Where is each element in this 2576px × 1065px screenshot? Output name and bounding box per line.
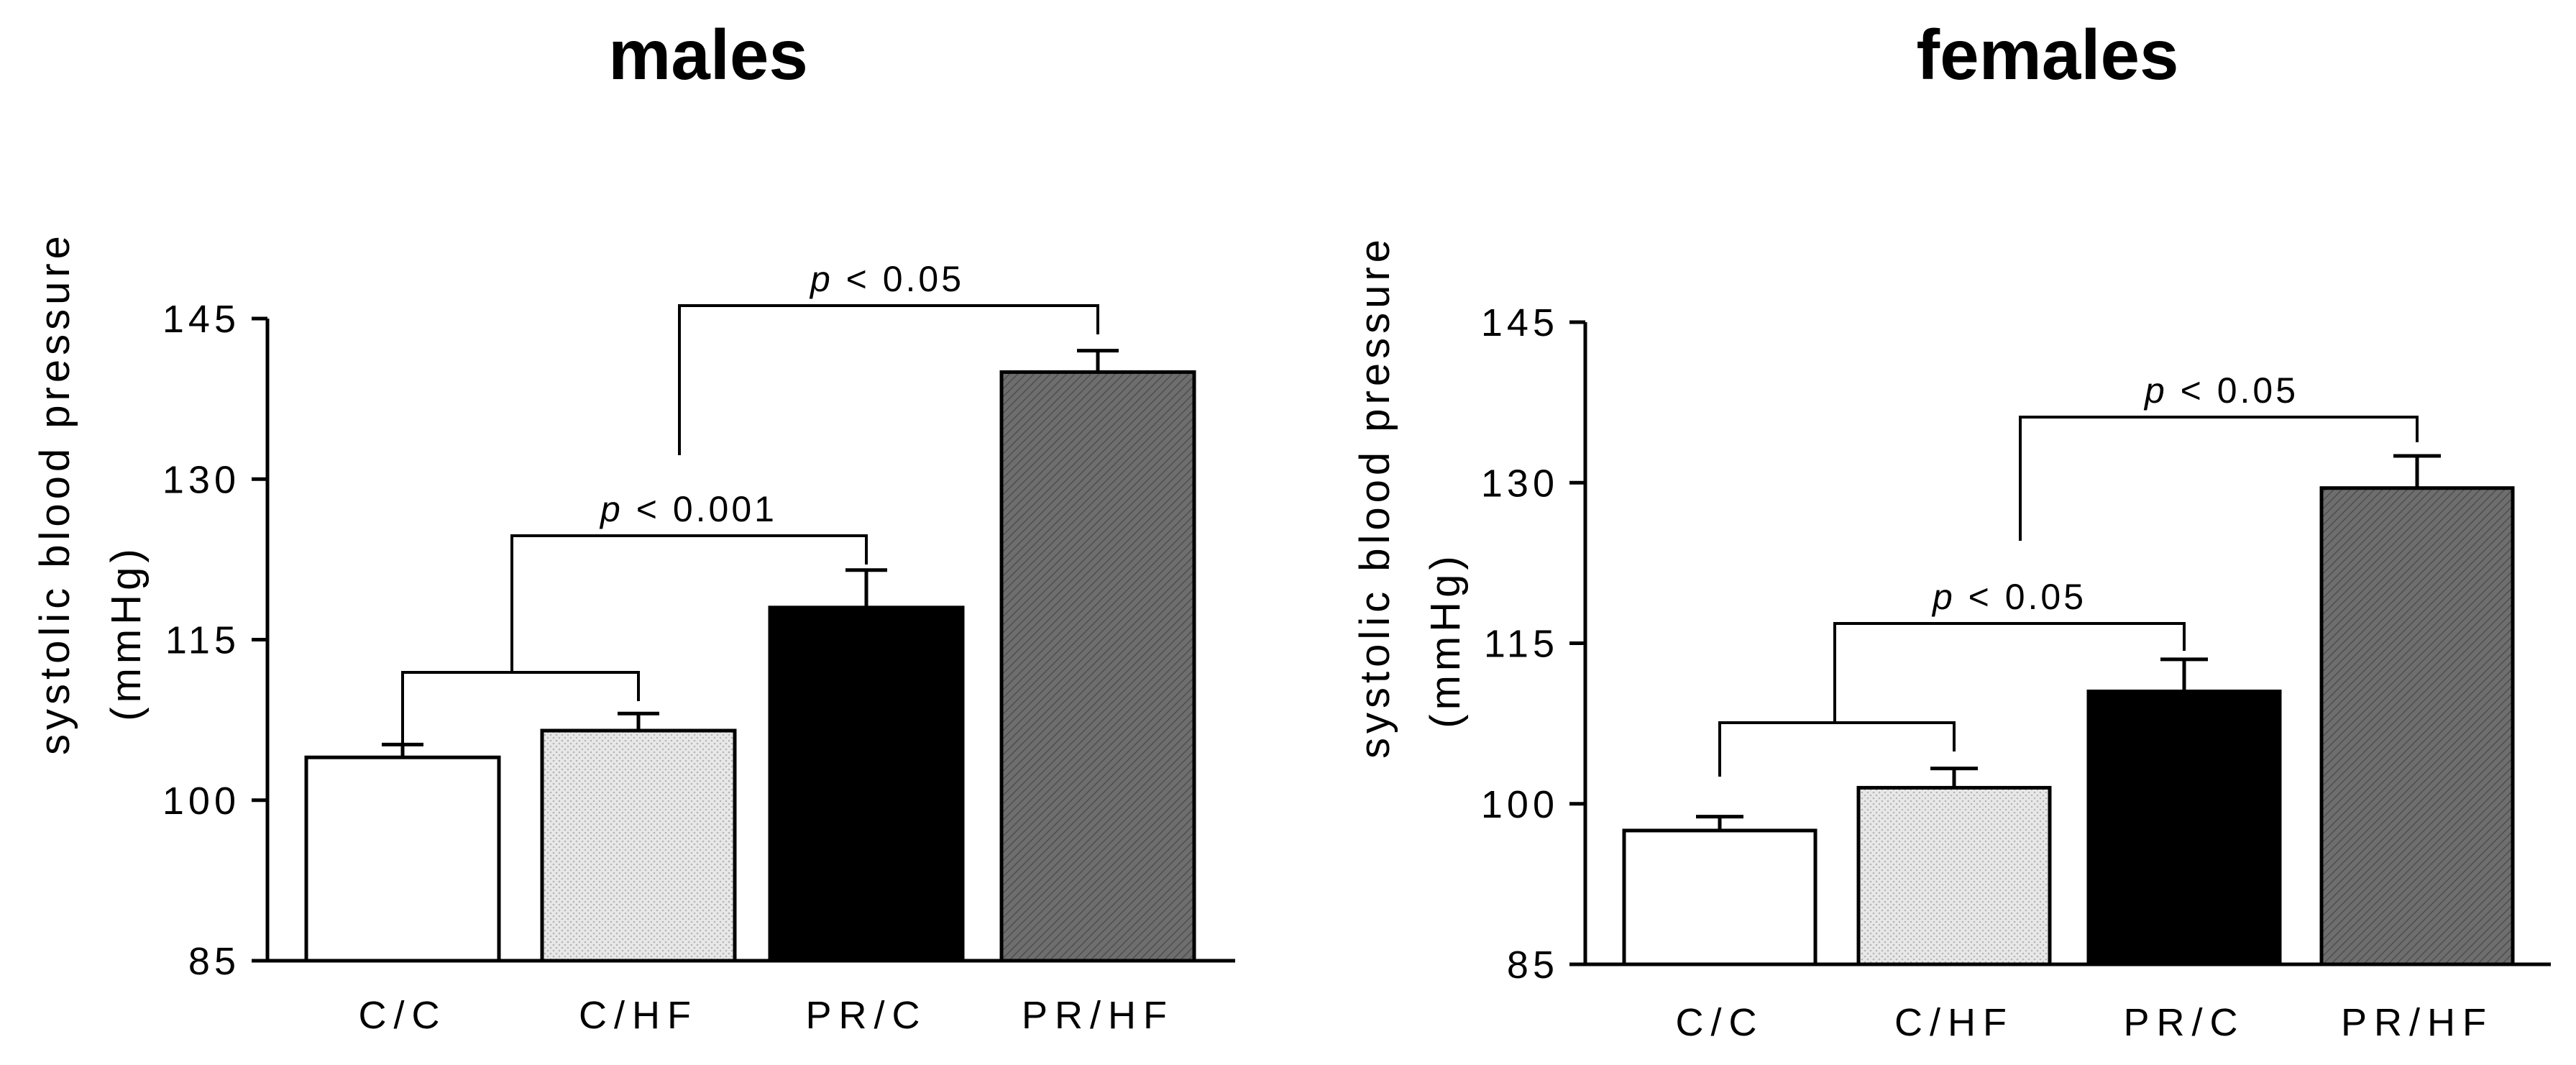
y-ticks-females: 85 100 115 130 145 <box>1481 301 1585 987</box>
bracket-group-C-vs-HF <box>401 671 640 759</box>
bar-C-HF <box>1856 785 2052 966</box>
bar-PR-C <box>2086 689 2282 966</box>
bracket-p005-males <box>678 304 1099 455</box>
panel-title-females: females <box>1916 15 2178 94</box>
y-tick-label-115: 115 <box>1484 623 1559 666</box>
x-tick-label-PR-HF: PR/HF <box>1022 994 1174 1037</box>
bracket-p005-b-females <box>2019 416 2419 541</box>
error-bar-C-HF <box>1930 767 1978 788</box>
x-tick-label-C-C: C/C <box>359 994 447 1037</box>
bar-PR-HF <box>2319 486 2515 966</box>
panel-females: females systolic blood pressure (mmHg) 8… <box>1352 15 2551 1044</box>
y-tick-label-100: 100 <box>1481 783 1559 826</box>
error-bar-PR-HF <box>1077 349 1119 372</box>
y-tick-label-130: 130 <box>162 458 240 501</box>
sig-label-p005-a-females: p < 0.05 <box>1931 577 2086 617</box>
bars-females <box>1622 486 2515 966</box>
y-axis-unit-females: (mmHg) <box>1422 552 1469 728</box>
y-ticks-males: 85 100 115 130 145 <box>162 298 267 983</box>
x-tick-label-PR-HF: PR/HF <box>2341 1001 2493 1044</box>
bar-PR-C <box>768 605 965 963</box>
error-bars-males <box>382 349 1119 758</box>
bracket-p001 <box>510 534 868 672</box>
error-bar-C-HF <box>618 711 659 731</box>
y-tick-label-145: 145 <box>162 298 240 341</box>
y-axis-title-females: systolic blood pressure <box>1352 235 1398 759</box>
sig-label-p005-males: p < 0.05 <box>809 259 964 299</box>
panel-title-males: males <box>608 15 808 94</box>
bracket-p005-a-females <box>1833 622 2186 723</box>
x-tick-label-PR-C: PR/C <box>805 994 927 1037</box>
bar-C-C <box>1622 828 1818 966</box>
y-tick-label-85: 85 <box>1507 943 1559 987</box>
y-axis-label-females: systolic blood pressure <box>1352 235 1398 759</box>
bar-C-HF <box>540 728 737 963</box>
y-tick-label-85: 85 <box>188 940 240 983</box>
error-bar-PR-C <box>845 568 887 608</box>
bars-males <box>304 370 1196 963</box>
x-tick-labels-females: C/C C/HF PR/C PR/HF <box>1676 1001 2493 1044</box>
y-tick-label-145: 145 <box>1481 301 1559 344</box>
x-tick-label-C-HF: C/HF <box>579 994 698 1037</box>
y-axis-unit-group-males: (mmHg) <box>103 544 150 721</box>
bar-C-C <box>304 755 501 963</box>
x-tick-label-C-C: C/C <box>1676 1001 1764 1044</box>
significance-brackets-males: p < 0.001 p < 0.05 <box>401 259 1099 759</box>
y-axis-label-males: systolic blood pressure <box>32 232 78 755</box>
bracket-group-C-vs-HF-females <box>1718 721 1956 777</box>
x-tick-labels-males: C/C C/HF PR/C PR/HF <box>359 994 1174 1037</box>
y-tick-label-115: 115 <box>165 619 240 662</box>
bar-PR-HF <box>999 370 1196 963</box>
error-bars-females <box>1696 454 2441 831</box>
y-axis-title-males: systolic blood pressure <box>32 232 78 755</box>
y-tick-label-100: 100 <box>162 780 240 823</box>
y-tick-label-130: 130 <box>1481 462 1559 505</box>
error-bar-PR-C <box>2160 657 2208 692</box>
y-axis-unit-group-females: (mmHg) <box>1422 552 1469 728</box>
error-bar-C-C <box>1696 815 1743 831</box>
sig-label-p005-b-females: p < 0.05 <box>2143 370 2298 411</box>
error-bar-PR-HF <box>2393 454 2441 488</box>
panel-males: males systolic blood pressure (mmHg) 85 … <box>32 15 1235 1037</box>
y-axis-unit-males: (mmHg) <box>103 544 150 721</box>
x-tick-label-PR-C: PR/C <box>2123 1001 2245 1044</box>
sig-label-p001: p < 0.001 <box>599 489 777 529</box>
x-tick-label-C-HF: C/HF <box>1894 1001 2014 1044</box>
significance-brackets-females: p < 0.05 p < 0.05 <box>1718 370 2419 777</box>
